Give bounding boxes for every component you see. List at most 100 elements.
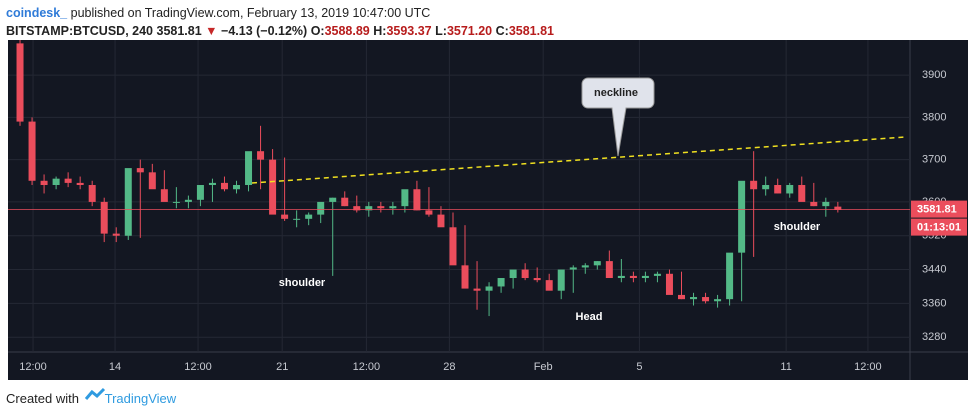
annotation: shoulder (279, 277, 326, 289)
last: 3581.81 (156, 24, 202, 38)
candle-body (377, 206, 385, 209)
candle-body (822, 201, 830, 207)
tv-logo (84, 387, 106, 400)
candle-body (629, 275, 637, 279)
candle-body (233, 185, 241, 190)
candle-body (425, 210, 433, 215)
candle-body (569, 267, 577, 270)
candle-body (64, 178, 72, 183)
candle-body (653, 273, 661, 276)
candle-body (509, 269, 517, 279)
candle-body (76, 182, 84, 186)
tv-brand: TradingView (104, 391, 177, 406)
candle-body (593, 261, 601, 266)
countdown-box (911, 218, 967, 236)
candle-body (641, 275, 649, 279)
candle-body (557, 269, 565, 291)
candle-body (617, 275, 625, 279)
o: 3588.89 (324, 24, 370, 38)
candle-body (16, 43, 24, 122)
candle-body (786, 185, 794, 194)
candle-body (473, 288, 481, 291)
candle-body (148, 172, 156, 190)
candle-body (136, 168, 144, 173)
candle-body (52, 178, 60, 186)
candle-body (497, 278, 505, 287)
candle-body (100, 201, 108, 234)
callout (581, 77, 655, 157)
y-tick-label: 3700 (922, 154, 946, 166)
candle-body (774, 185, 782, 194)
candle-body (798, 185, 806, 202)
candle-body (461, 265, 469, 289)
candle-body (762, 185, 770, 190)
candle-body (834, 206, 842, 210)
candle-body (702, 297, 710, 302)
x-tick-label: 5 (636, 361, 642, 373)
candle-body (220, 182, 228, 190)
candle-body (581, 265, 589, 268)
change: −4.13 (−0.12%) (221, 24, 308, 38)
candle-body (605, 261, 613, 279)
h-label: H: (373, 24, 387, 38)
candle-body (389, 206, 397, 209)
candle-body (112, 233, 120, 236)
candle-body (365, 206, 373, 211)
x-tick-label: 12:00 (353, 361, 381, 373)
candle-body (196, 185, 204, 200)
candle-body (665, 273, 673, 295)
candle-body (124, 168, 132, 236)
candle-body (437, 214, 445, 228)
candle-body (329, 197, 337, 202)
candle-body (317, 201, 325, 215)
candle-body (293, 218, 301, 220)
candle-body (269, 159, 277, 215)
candle-body (172, 201, 180, 203)
x-tick-label: Feb (534, 361, 553, 373)
candle-body (28, 121, 36, 181)
candle-body (413, 189, 421, 211)
o-label: O: (310, 24, 325, 38)
candle-body (750, 180, 758, 190)
candle-body (353, 206, 361, 211)
footer: Created with TradingView (6, 391, 176, 406)
x-tick-label: 28 (443, 361, 455, 373)
candle-body (305, 214, 313, 219)
candle-body (449, 227, 457, 266)
candle-body (545, 280, 553, 291)
h: 3593.37 (386, 24, 432, 38)
y-tick-label: 3360 (922, 297, 946, 309)
l-label: L: (435, 24, 447, 38)
x-tick-label: 12:00 (184, 361, 212, 373)
candle-body (341, 197, 349, 207)
candle-body (281, 214, 289, 219)
created: Created with (6, 391, 79, 406)
candle-body (690, 297, 698, 300)
candle-body (208, 182, 216, 186)
candle-body (726, 252, 734, 300)
candle-body (245, 151, 253, 186)
candle-body (40, 180, 48, 186)
candle-body (521, 269, 529, 279)
l: 3571.20 (446, 24, 493, 38)
annotation: shoulder (774, 221, 821, 233)
y-tick-label: 3280 (922, 331, 946, 343)
countdown-label: 01:13:01 (917, 222, 961, 234)
candle-body (401, 189, 409, 207)
candle-body (485, 286, 493, 291)
candle-body (88, 185, 96, 202)
published: published on TradingView.com, February 1… (70, 6, 431, 20)
last-price-box (911, 200, 967, 218)
arrow: ▼ (205, 24, 218, 38)
candle-body (677, 294, 685, 300)
x-tick-label: 11 (780, 361, 791, 373)
candle-body (533, 278, 541, 281)
candle-body (257, 151, 265, 160)
last-price-label: 3581.81 (917, 204, 957, 216)
brand: coindesk_ (6, 6, 68, 20)
candle-body (738, 180, 746, 253)
x-tick-label: 14 (109, 361, 121, 373)
candle-body (810, 201, 818, 207)
